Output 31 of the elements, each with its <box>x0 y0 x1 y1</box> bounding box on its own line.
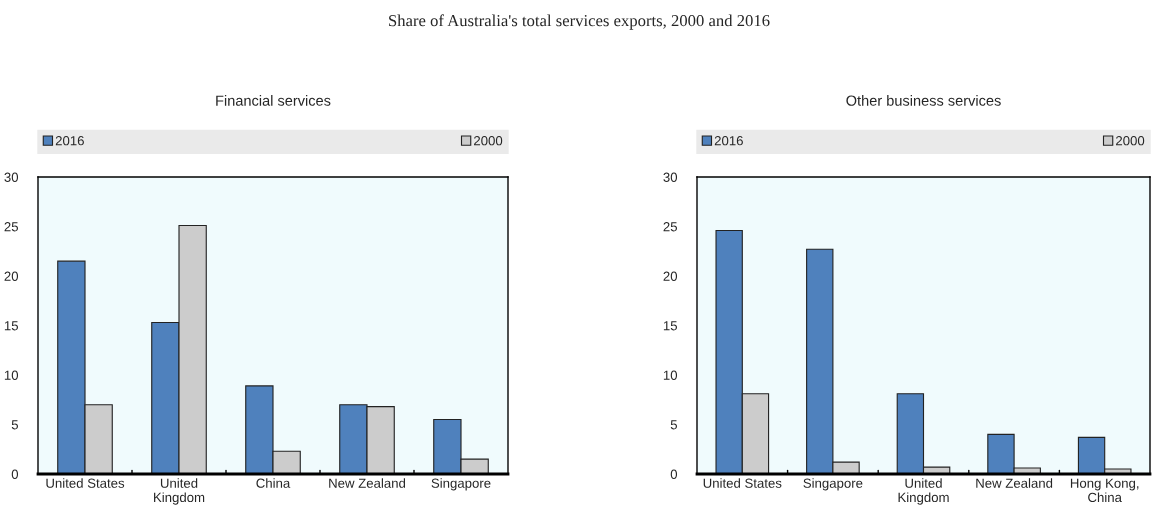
y-tick-label: 15 <box>663 321 677 331</box>
y-tick-label: 5 <box>670 420 677 430</box>
y-tick-label: 20 <box>4 271 19 281</box>
x-tick-label: New Zealand <box>329 478 406 488</box>
y-tick-label: 25 <box>4 222 18 232</box>
chart-subtitle: Financial services <box>216 95 331 106</box>
y-tick-label: 5 <box>11 420 18 430</box>
text: Share of Australia's total services exports, 2000 and 2016 <box>389 14 770 30</box>
y-tick-label: 0 <box>11 469 19 479</box>
y-tick-label: 10 <box>663 370 678 380</box>
y-tick-label: 10 <box>4 370 19 380</box>
y-tick-label: 15 <box>4 321 18 331</box>
y-tick-label: 30 <box>4 172 19 182</box>
x-tick-label: China <box>256 478 291 488</box>
chart-subtitle: Other business services <box>846 95 1001 106</box>
y-tick-label: 0 <box>670 469 678 479</box>
x-tick-label: Singapore <box>431 478 491 491</box>
x-tick-label: Singapore <box>803 478 863 491</box>
x-tick-label: United States <box>46 478 125 488</box>
y-tick-label: 25 <box>663 222 677 232</box>
x-tick-label: United States <box>703 478 782 488</box>
legend-label: 2016 <box>55 136 84 146</box>
x-tick-label: United Kingdom <box>154 478 205 505</box>
x-tick-label: Hong Kong, China <box>1070 478 1139 503</box>
y-tick-label: 30 <box>663 172 678 182</box>
x-tick-label: New Zealand <box>976 478 1053 488</box>
legend-label: 2000 <box>474 136 503 146</box>
legend-label: 2000 <box>1116 136 1145 146</box>
x-tick-label: United Kingdom <box>898 478 949 505</box>
y-tick-label: 20 <box>663 271 678 281</box>
legend-label: 2016 <box>714 136 743 146</box>
